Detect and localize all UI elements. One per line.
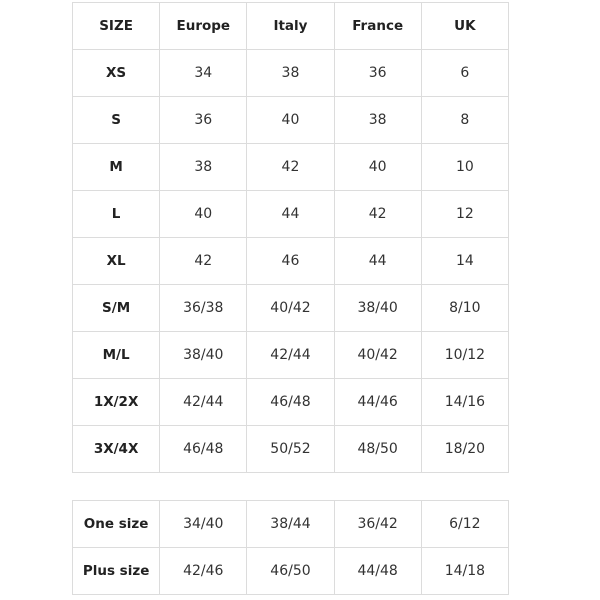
size-label: 3X/4X bbox=[71, 425, 161, 473]
size-value: 10/12 bbox=[420, 331, 510, 379]
size-label: SIZE bbox=[71, 2, 161, 50]
size-value: 44/48 bbox=[333, 547, 422, 595]
size-label: S bbox=[71, 96, 161, 144]
size-label: 1X/2X bbox=[71, 378, 161, 426]
size-value: 14/18 bbox=[420, 547, 510, 595]
size-value: 40/42 bbox=[333, 331, 422, 379]
size-value: 42 bbox=[246, 143, 335, 191]
size-value: 42 bbox=[159, 237, 248, 285]
size-value: 42/44 bbox=[159, 378, 248, 426]
size-value: UK bbox=[420, 2, 510, 50]
size-value: 18/20 bbox=[420, 425, 510, 473]
size-label: XS bbox=[71, 49, 161, 97]
size-value: 46/48 bbox=[246, 378, 335, 426]
size-value: 40 bbox=[246, 96, 335, 144]
table-row: S/M 36/38 40/42 38/40 8/10 bbox=[71, 284, 510, 332]
size-label: M bbox=[71, 143, 161, 191]
table-row: One size 34/40 38/44 36/42 6/12 bbox=[71, 500, 510, 548]
size-value: 36 bbox=[333, 49, 422, 97]
size-value: 36/42 bbox=[333, 500, 422, 548]
size-label: One size bbox=[71, 500, 161, 548]
table-row: S 36 40 38 8 bbox=[71, 96, 510, 144]
size-value: 44/46 bbox=[333, 378, 422, 426]
size-value: 34/40 bbox=[159, 500, 248, 548]
size-table: SIZE Europe Italy France UK XS 34 38 36 6 S 36 40 38 8… bbox=[71, 2, 510, 473]
size-label: Plus size bbox=[71, 547, 161, 595]
size-value: 6/12 bbox=[420, 500, 510, 548]
size-value: 48/50 bbox=[333, 425, 422, 473]
size-value: 38 bbox=[246, 49, 335, 97]
size-value: France bbox=[333, 2, 422, 50]
size-value: 38/44 bbox=[246, 500, 335, 548]
size-value: 44 bbox=[333, 237, 422, 285]
size-label: L bbox=[71, 190, 161, 238]
size-value: 38/40 bbox=[159, 331, 248, 379]
table-row: XL 42 46 44 14 bbox=[71, 237, 510, 285]
size-value: 44 bbox=[246, 190, 335, 238]
size-label: S/M bbox=[71, 284, 161, 332]
size-value: 8/10 bbox=[420, 284, 510, 332]
size-value: 36 bbox=[159, 96, 248, 144]
size-label: XL bbox=[71, 237, 161, 285]
size-value: 42/44 bbox=[246, 331, 335, 379]
size-value: 40 bbox=[333, 143, 422, 191]
size-value: 10 bbox=[420, 143, 510, 191]
table-row: Plus size 42/46 46/50 44/48 14/18 bbox=[71, 547, 510, 595]
size-value: 38 bbox=[333, 96, 422, 144]
size-value: 34 bbox=[159, 49, 248, 97]
size-value: 40/42 bbox=[246, 284, 335, 332]
size-value: 8 bbox=[420, 96, 510, 144]
size-value: 46/50 bbox=[246, 547, 335, 595]
size-value: 36/38 bbox=[159, 284, 248, 332]
size-table-extra: One size 34/40 38/44 36/42 6/12 Plus size 42/4… bbox=[71, 500, 510, 595]
size-value: 12 bbox=[420, 190, 510, 238]
size-value: 14 bbox=[420, 237, 510, 285]
size-value: 38 bbox=[159, 143, 248, 191]
size-value: Italy bbox=[246, 2, 335, 50]
size-value: Europe bbox=[159, 2, 248, 50]
size-value: 38/40 bbox=[333, 284, 422, 332]
table-row: XS 34 38 36 6 bbox=[71, 49, 510, 97]
table-row: 3X/4X 46/48 50/52 48/50 18/20 bbox=[71, 425, 510, 473]
size-value: 46 bbox=[246, 237, 335, 285]
size-value: 6 bbox=[420, 49, 510, 97]
table-row: SIZE Europe Italy France UK bbox=[71, 2, 510, 50]
size-value: 42/46 bbox=[159, 547, 248, 595]
size-value: 46/48 bbox=[159, 425, 248, 473]
table-row: L 40 44 42 12 bbox=[71, 190, 510, 238]
table-row: M/L 38/40 42/44 40/42 10/12 bbox=[71, 331, 510, 379]
table-row: M 38 42 40 10 bbox=[71, 143, 510, 191]
size-value: 42 bbox=[333, 190, 422, 238]
table-row: 1X/2X 42/44 46/48 44/46 14/16 bbox=[71, 378, 510, 426]
size-value: 14/16 bbox=[420, 378, 510, 426]
size-label: M/L bbox=[71, 331, 161, 379]
size-value: 50/52 bbox=[246, 425, 335, 473]
size-value: 40 bbox=[159, 190, 248, 238]
